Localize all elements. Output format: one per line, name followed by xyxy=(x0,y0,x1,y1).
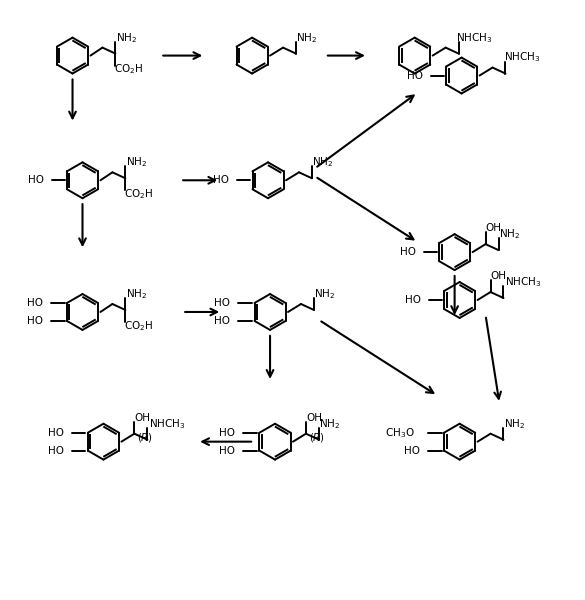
Text: OH: OH xyxy=(486,223,501,233)
Text: HO: HO xyxy=(27,175,44,185)
Text: NHCH$_3$: NHCH$_3$ xyxy=(149,417,185,431)
Text: OH: OH xyxy=(490,271,507,281)
Text: HO: HO xyxy=(405,295,421,305)
Text: NH$_2$: NH$_2$ xyxy=(314,287,335,301)
Text: NHCH$_3$: NHCH$_3$ xyxy=(505,275,542,289)
Text: CO$_2$H: CO$_2$H xyxy=(124,319,153,333)
Text: HO: HO xyxy=(407,71,423,80)
Text: HO: HO xyxy=(219,446,235,455)
Text: NH$_2$: NH$_2$ xyxy=(499,227,520,241)
Text: HO: HO xyxy=(213,175,229,185)
Text: HO: HO xyxy=(214,316,230,326)
Text: NH$_2$: NH$_2$ xyxy=(126,287,147,301)
Text: HO: HO xyxy=(219,428,235,437)
Text: HO: HO xyxy=(47,428,64,437)
Text: NHCH$_3$: NHCH$_3$ xyxy=(456,31,493,44)
Text: HO: HO xyxy=(47,446,64,455)
Text: $(R)$: $(R)$ xyxy=(309,431,325,444)
Text: NH$_2$: NH$_2$ xyxy=(116,31,137,44)
Text: OH: OH xyxy=(306,413,322,423)
Text: NHCH$_3$: NHCH$_3$ xyxy=(504,50,541,64)
Text: $(R)$: $(R)$ xyxy=(137,431,153,444)
Text: NH$_2$: NH$_2$ xyxy=(126,155,147,169)
Text: NH$_2$: NH$_2$ xyxy=(312,155,333,169)
Text: OH: OH xyxy=(135,413,150,423)
Text: NH$_2$: NH$_2$ xyxy=(297,31,318,44)
Text: NH$_2$: NH$_2$ xyxy=(504,417,525,431)
Text: HO: HO xyxy=(214,298,230,308)
Text: CH$_3$O: CH$_3$O xyxy=(385,426,415,440)
Text: NH$_2$: NH$_2$ xyxy=(319,417,340,431)
Text: CO$_2$H: CO$_2$H xyxy=(114,62,143,76)
Text: HO: HO xyxy=(404,446,419,455)
Text: CO$_2$H: CO$_2$H xyxy=(124,187,153,201)
Text: HO: HO xyxy=(26,298,43,308)
Text: HO: HO xyxy=(400,247,416,257)
Text: HO: HO xyxy=(26,316,43,326)
